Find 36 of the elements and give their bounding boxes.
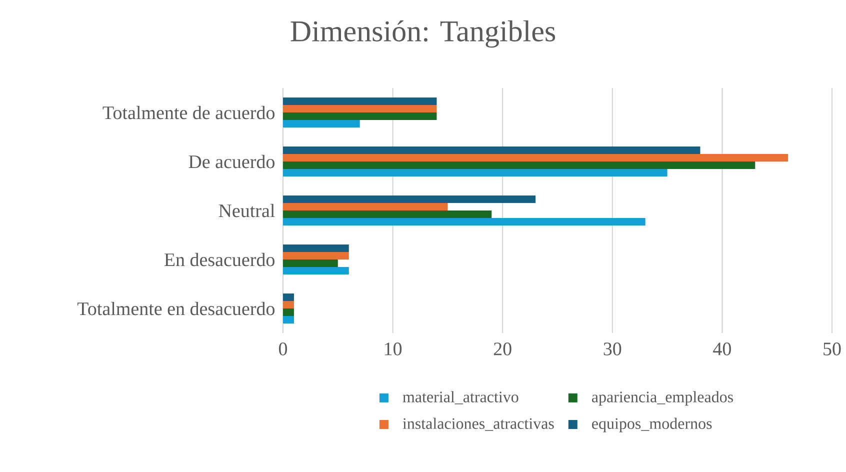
bar xyxy=(283,294,294,302)
x-tick-label: 20 xyxy=(494,342,512,356)
legend-label: material_atractivo xyxy=(402,391,518,404)
bar xyxy=(283,218,646,226)
y-tick-label: En desacuerdo xyxy=(164,252,274,266)
x-tick-label: 30 xyxy=(604,342,622,356)
chart-title: Dimensión: Tangibles xyxy=(290,20,556,48)
bar xyxy=(283,98,437,106)
bar xyxy=(283,196,536,204)
bar xyxy=(283,105,437,113)
bar xyxy=(283,162,756,170)
legend-label: instalaciones_atractivas xyxy=(402,418,554,431)
legend-label: apariencia_empleados xyxy=(592,391,733,406)
bar xyxy=(283,301,294,309)
bar xyxy=(283,120,360,128)
bar xyxy=(283,203,448,211)
bar xyxy=(283,112,437,120)
bar xyxy=(283,260,338,268)
bar xyxy=(283,146,700,154)
y-tick-label: Totalmente de acuerdo xyxy=(102,106,274,120)
bar xyxy=(283,210,492,218)
legend-label: equipos_modernos xyxy=(592,418,712,432)
bar xyxy=(283,267,349,275)
bar xyxy=(283,308,294,316)
bar xyxy=(283,316,294,324)
bar xyxy=(283,154,788,162)
x-tick-label: 40 xyxy=(713,342,731,356)
y-tick-label: De acuerdo xyxy=(188,154,274,168)
bar xyxy=(283,244,349,252)
x-tick-label: 50 xyxy=(824,342,841,356)
x-tick-label: 0 xyxy=(278,342,288,356)
bar xyxy=(283,252,349,260)
bar xyxy=(283,169,668,177)
y-tick-label: Neutral xyxy=(218,204,275,218)
x-tick-label: 10 xyxy=(384,342,402,356)
y-tick-label: Totalmente en desacuerdo xyxy=(77,302,274,316)
